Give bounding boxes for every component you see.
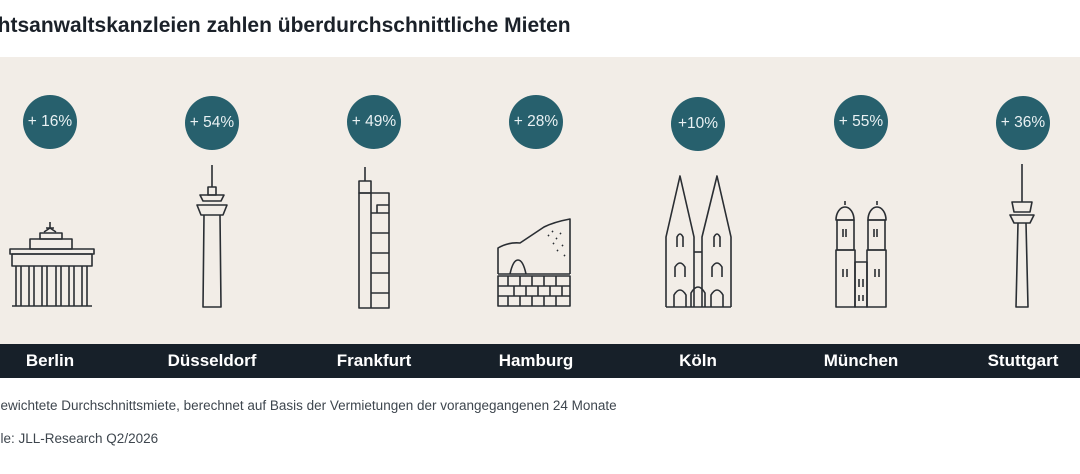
landmark-icons bbox=[9, 164, 1035, 309]
city-label-3: Hamburg bbox=[498, 351, 574, 370]
value-badge-4: +10% bbox=[671, 97, 725, 151]
city-label-4: Köln bbox=[679, 351, 717, 370]
elbphilharmonie-icon bbox=[497, 218, 571, 307]
city-label-bar: Berlin Düsseldorf Frankfurt Hamburg Köln Münc… bbox=[0, 344, 1080, 378]
rheinturm-icon bbox=[196, 165, 228, 308]
value-badge-5: + 55% bbox=[834, 95, 888, 149]
value-badge-6: + 36% bbox=[996, 96, 1050, 150]
value-badge-2: + 49% bbox=[347, 95, 401, 149]
value-badge-3: + 28% bbox=[509, 95, 563, 149]
value-badge-1: + 54% bbox=[185, 96, 239, 150]
footnote: Gewichtete Durchschnittsmiete, berechnet… bbox=[0, 398, 617, 413]
chart-title: chtsanwaltskanzleien zahlen überdurchsch… bbox=[0, 14, 571, 37]
fernsehturm-stuttgart-icon bbox=[1009, 164, 1035, 308]
city-label-1: Düsseldorf bbox=[167, 351, 257, 370]
commerzbank-tower-icon bbox=[358, 167, 390, 309]
city-label-5: München bbox=[823, 351, 899, 370]
brandenburg-gate-icon bbox=[9, 222, 95, 307]
frauenkirche-icon bbox=[835, 201, 887, 308]
landmark-panel: + 16% + 54% + 49% + 28% +10% + 55% + 36% bbox=[0, 57, 1080, 344]
value-badge-0: + 16% bbox=[23, 95, 77, 149]
cologne-cathedral-icon bbox=[665, 175, 732, 308]
source-note: elle: JLL-Research Q2/2026 bbox=[0, 431, 159, 446]
city-label-6: Stuttgart bbox=[987, 351, 1059, 370]
city-label-2: Frankfurt bbox=[336, 351, 412, 370]
city-label-0: Berlin bbox=[25, 351, 75, 370]
